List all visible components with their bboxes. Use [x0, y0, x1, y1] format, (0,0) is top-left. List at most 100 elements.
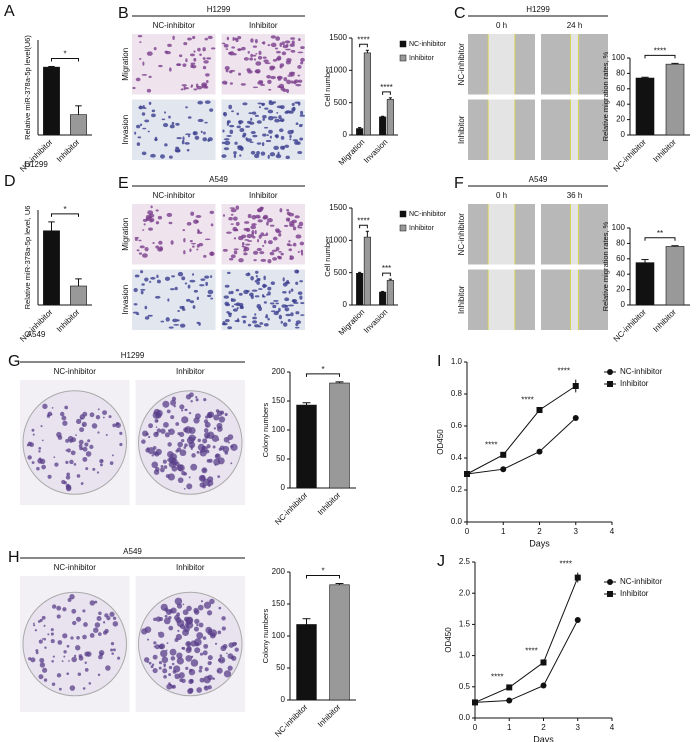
cell-stain	[148, 213, 155, 218]
colony	[181, 678, 186, 684]
colony	[174, 597, 183, 606]
cell-stain	[183, 42, 188, 46]
cell-stain	[235, 221, 240, 226]
cell-stain	[263, 126, 269, 129]
cell-stain	[148, 227, 153, 231]
cell-stain	[221, 154, 227, 158]
colony	[173, 665, 181, 673]
cell-stain	[177, 310, 180, 313]
colony	[47, 474, 52, 479]
cell-stain	[238, 292, 243, 296]
y-tick-label: 100	[612, 53, 626, 62]
cell-stain	[134, 236, 139, 239]
colony	[67, 435, 74, 442]
cell-stain	[167, 298, 170, 302]
cell-stain	[273, 311, 279, 316]
cell-stain	[204, 275, 210, 279]
colony	[154, 644, 160, 650]
colony	[155, 616, 162, 622]
significance-bracket	[306, 575, 340, 579]
cell-stain	[252, 45, 258, 48]
colony	[212, 677, 215, 680]
colony	[160, 465, 164, 468]
cell-stain	[288, 240, 291, 243]
cell-stain	[209, 108, 214, 112]
cell-stain	[192, 273, 195, 276]
cell-stain	[270, 35, 276, 39]
cell-stain	[158, 64, 163, 68]
colony	[193, 626, 199, 632]
colony	[183, 616, 189, 622]
colony	[38, 446, 42, 450]
colony	[199, 677, 205, 683]
cell-stain	[289, 71, 296, 75]
colony	[104, 628, 109, 634]
x-tick-label: Inhibitor	[651, 307, 678, 334]
cell-stain	[257, 102, 263, 105]
cell-stain	[261, 103, 264, 107]
cell-stain	[269, 135, 272, 139]
colony	[156, 428, 162, 433]
cell-stain	[174, 147, 181, 153]
colony	[42, 403, 48, 410]
cell-stain	[247, 51, 250, 54]
cell-stain	[230, 254, 236, 259]
image-column-label: Inhibitor	[249, 191, 278, 200]
cell-stain	[223, 111, 228, 117]
cell-stain	[245, 272, 251, 277]
cell-stain	[139, 41, 142, 43]
cell-stain	[254, 153, 260, 159]
cell-stain	[189, 53, 195, 57]
colony	[177, 629, 180, 632]
colony	[181, 646, 184, 650]
cell-stain	[295, 311, 300, 315]
image-row-label: Migration	[121, 218, 130, 251]
colony	[43, 624, 46, 627]
cell-stain	[256, 247, 262, 252]
cell-stain	[292, 226, 297, 231]
colony	[227, 665, 233, 671]
colony	[63, 655, 66, 658]
colony	[207, 685, 212, 690]
colony	[112, 616, 117, 621]
cell-stain	[257, 325, 262, 328]
colony	[76, 474, 81, 478]
colony	[62, 420, 68, 426]
cell-stain	[297, 150, 303, 155]
colony	[97, 673, 101, 677]
cell-stain	[156, 279, 161, 284]
cell-stain	[254, 38, 258, 44]
cell-stain	[168, 155, 173, 159]
cell-stain	[290, 49, 296, 53]
y-axis-label: Relative migration rates, %	[601, 221, 610, 311]
data-point	[500, 466, 507, 473]
legend-swatch	[399, 40, 407, 48]
scratch-gap	[488, 269, 515, 330]
cell-stain	[158, 240, 163, 245]
cell-stain	[289, 43, 295, 47]
cell-stain	[242, 132, 247, 137]
colony	[50, 628, 54, 632]
colony	[153, 617, 157, 622]
y-tick-label: 0	[281, 695, 286, 704]
cell-stain	[260, 258, 267, 262]
cell-stain	[271, 67, 276, 69]
x-axis-label: Days	[533, 734, 554, 742]
colony	[42, 667, 48, 673]
cell-stain	[200, 130, 203, 134]
significance-label: ****	[357, 35, 369, 44]
cell-stain	[205, 281, 208, 286]
image-column-label: 0 h	[496, 191, 507, 200]
cell-stain	[243, 252, 248, 256]
cell-stain	[246, 138, 252, 142]
cell-stain	[278, 307, 281, 312]
bar	[665, 246, 685, 306]
colony	[29, 442, 35, 448]
cell-stain	[174, 286, 178, 291]
y-axis-label: Cell number	[323, 236, 332, 277]
bar	[70, 114, 87, 136]
legend-label: Inhibitor	[409, 225, 435, 232]
image-column-label: 36 h	[567, 191, 583, 200]
colony	[50, 639, 55, 644]
cell-stain	[280, 252, 284, 256]
